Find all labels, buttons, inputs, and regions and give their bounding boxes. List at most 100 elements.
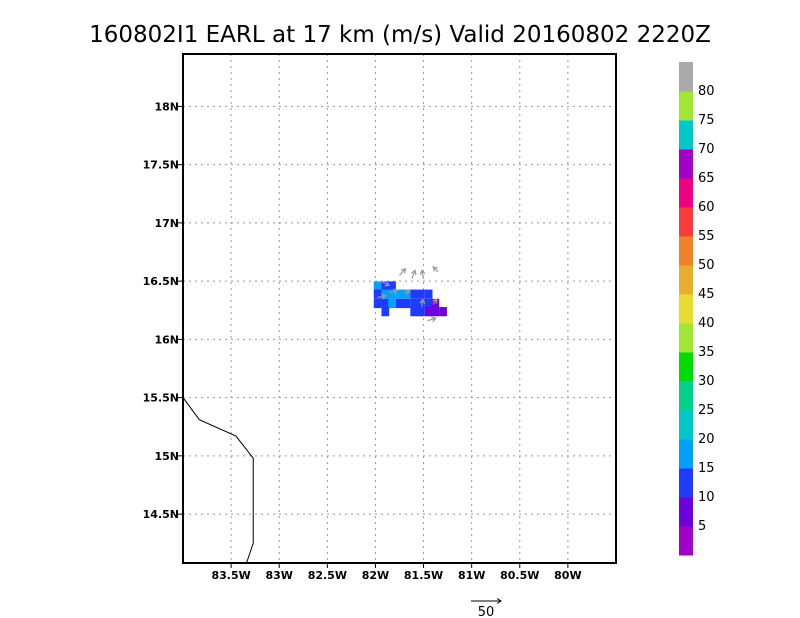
colorbar-label: 50	[698, 258, 715, 273]
y-tick-label: 14.5N	[143, 508, 179, 521]
colorbar-segment	[679, 265, 693, 295]
colorbar-segment	[679, 323, 693, 353]
colorbar-segment	[679, 497, 693, 527]
wind-vector	[421, 270, 425, 279]
wind-cell	[373, 289, 382, 299]
colorbar-label: 10	[698, 490, 715, 505]
wind-cell	[431, 307, 440, 317]
colorbar-label: 65	[698, 171, 715, 186]
wind-vector	[427, 317, 436, 322]
reference-vector-arrowhead	[496, 598, 502, 604]
colorbar-label: 35	[698, 345, 715, 360]
y-tick-label: 18N	[154, 100, 179, 113]
wind-vector-head	[431, 316, 437, 323]
x-tick-label: 83.5W	[211, 569, 250, 582]
map-plot-area	[182, 53, 617, 564]
colorbar-label: 25	[698, 403, 715, 418]
colorbar-segment	[679, 352, 693, 382]
colorbar-segment	[679, 236, 693, 266]
wind-cell	[395, 289, 404, 299]
colorbar-segment	[679, 62, 693, 92]
colorbar-label: 40	[698, 316, 715, 331]
reference-vector-label: 50	[478, 605, 495, 618]
wind-cell	[388, 289, 396, 299]
colorbar-segment	[679, 294, 693, 324]
wind-vector	[399, 268, 406, 276]
y-tick-label: 15.5N	[143, 392, 179, 405]
colorbar-segment	[679, 207, 693, 237]
colorbar-label: 45	[698, 287, 715, 302]
colorbar-label: 75	[698, 113, 715, 128]
y-tick-label: 17N	[154, 217, 179, 230]
wind-vector-head	[381, 293, 387, 300]
coastline-segment	[182, 397, 254, 564]
wind-cell	[417, 298, 425, 309]
x-tick-label: 83W	[265, 569, 292, 582]
colorbar-segment	[679, 468, 693, 498]
y-tick-label: 15N	[154, 450, 179, 463]
wind-vector-head	[400, 267, 407, 274]
colorbar-label: 55	[698, 229, 715, 244]
wind-vector	[380, 280, 390, 286]
wind-cell	[424, 298, 433, 309]
wind-cell	[373, 281, 382, 291]
colorbar-label: 15	[698, 461, 715, 476]
wind-vector-head	[419, 298, 426, 305]
colorbar-label: 80	[698, 84, 715, 99]
wind-vector-head	[432, 298, 438, 304]
wind-cell	[417, 307, 425, 317]
x-axis-ticks: 83.5W 83W 82.5W 82W 81.5W 81W 80.5W 80W	[211, 563, 582, 582]
colorbar-segment	[679, 439, 693, 469]
y-tick-label: 17.5N	[143, 159, 179, 172]
colorbar-segment	[679, 149, 693, 179]
colorbar-segment	[679, 91, 693, 121]
wind-cell	[402, 298, 411, 309]
colorbar-segment	[679, 178, 693, 208]
colorbar-label: 30	[698, 374, 715, 389]
wind-cell	[439, 307, 447, 317]
wind-cell	[431, 298, 440, 309]
wind-cell	[381, 289, 390, 299]
wind-cell	[395, 298, 404, 309]
wind-cell	[373, 298, 382, 309]
x-tick-label: 82W	[362, 569, 389, 582]
colorbar-segment	[679, 410, 693, 440]
x-tick-label: 81.5W	[404, 569, 443, 582]
x-tick-label: 81W	[458, 569, 485, 582]
wind-cell	[388, 281, 396, 291]
wind-cell	[410, 307, 419, 317]
plot-frame	[182, 53, 617, 564]
coastline	[182, 397, 254, 564]
colorbar: 5 10 15 20 25 30 35 40 45 50 55 60 65 70 75 80	[679, 62, 715, 556]
reference-vector: 50	[471, 598, 502, 618]
wind-vector-head	[393, 288, 399, 295]
wind-vector-head	[411, 269, 417, 276]
wind-vector-head	[419, 269, 426, 276]
colorbar-segment	[679, 526, 693, 556]
y-axis-ticks: 14.5N 15N 15.5N 16N 16.5N 17N 17.5N 18N	[143, 100, 183, 521]
grid-lines	[183, 54, 616, 563]
colorbar-label: 5	[698, 519, 706, 534]
wind-cell	[381, 298, 390, 309]
y-tick-label: 16.5N	[143, 275, 179, 288]
wind-vector-head	[405, 289, 411, 295]
wind-cell	[388, 298, 396, 309]
wind-vectors	[377, 266, 439, 323]
wind-vector	[411, 270, 416, 280]
y-tick-label: 16N	[154, 333, 179, 346]
wind-cell	[424, 307, 433, 317]
wind-cell	[381, 307, 390, 317]
colorbar-segment	[679, 120, 693, 150]
wind-vector-head	[384, 281, 391, 287]
wind-cell	[410, 298, 419, 309]
x-tick-label: 80.5W	[500, 569, 539, 582]
colorbar-label: 60	[698, 200, 715, 215]
colorbar-label: 70	[698, 142, 715, 157]
x-tick-label: 82.5W	[308, 569, 347, 582]
colorbar-segment	[679, 381, 693, 411]
wind-cell	[424, 289, 433, 299]
colorbar-label: 20	[698, 432, 715, 447]
wind-vector	[421, 299, 424, 307]
chart-title: 160802I1 EARL at 17 km (m/s) Valid 20160…	[89, 22, 711, 48]
